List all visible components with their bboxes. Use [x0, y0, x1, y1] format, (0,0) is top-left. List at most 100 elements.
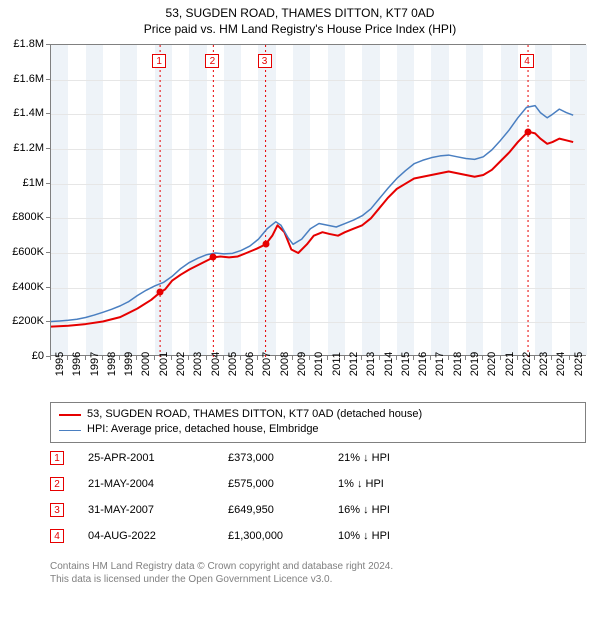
x-axis-label: 2012	[348, 352, 360, 376]
x-tick	[482, 356, 483, 360]
transaction-delta: 10% ↓ HPI	[338, 530, 458, 542]
chart-title-line1: 53, SUGDEN ROAD, THAMES DITTON, KT7 0AD	[0, 0, 600, 22]
x-axis-label: 2017	[434, 352, 446, 376]
transaction-marker: 4	[50, 529, 64, 543]
y-axis-label: £0	[0, 350, 44, 362]
y-tick	[46, 321, 50, 322]
series-price_paid	[51, 132, 573, 327]
x-tick	[551, 356, 552, 360]
x-tick	[500, 356, 501, 360]
x-tick	[344, 356, 345, 360]
legend-swatch	[59, 414, 81, 416]
x-axis-label: 2016	[417, 352, 429, 376]
x-tick	[119, 356, 120, 360]
y-axis-label: £400K	[0, 281, 44, 293]
x-axis-label: 2011	[331, 352, 343, 376]
chart-title-line2: Price paid vs. HM Land Registry's House …	[0, 22, 600, 38]
sale-dot	[210, 254, 217, 261]
transaction-row: 1 25-APR-2001£373,00021% ↓ HPI	[50, 448, 458, 468]
y-tick	[46, 148, 50, 149]
x-axis-label: 2025	[573, 352, 585, 376]
x-tick	[292, 356, 293, 360]
chart-marker: 4	[520, 54, 534, 68]
transaction-price: £1,300,000	[228, 530, 338, 542]
y-tick	[46, 79, 50, 80]
x-tick	[361, 356, 362, 360]
x-axis-label: 2008	[279, 352, 291, 376]
x-axis-label: 2001	[158, 352, 170, 376]
y-axis-label: £1.4M	[0, 107, 44, 119]
x-axis-label: 2013	[365, 352, 377, 376]
transaction-date: 21-MAY-2004	[88, 478, 228, 490]
chart-marker: 1	[152, 54, 166, 68]
legend-label: 53, SUGDEN ROAD, THAMES DITTON, KT7 0AD …	[87, 407, 422, 422]
x-axis-label: 2003	[192, 352, 204, 376]
x-axis-label: 2000	[140, 352, 152, 376]
chart-marker: 2	[205, 54, 219, 68]
x-axis-label: 2004	[210, 352, 222, 376]
y-axis-label: £800K	[0, 211, 44, 223]
sale-dot	[262, 241, 269, 248]
x-tick	[257, 356, 258, 360]
x-tick	[327, 356, 328, 360]
transaction-date: 31-MAY-2007	[88, 504, 228, 516]
x-tick	[136, 356, 137, 360]
x-tick	[102, 356, 103, 360]
x-axis-label: 2024	[555, 352, 567, 376]
transactions-table: 1 25-APR-2001£373,00021% ↓ HPI 2 21-MAY-200…	[50, 448, 458, 552]
y-tick	[46, 113, 50, 114]
x-axis-label: 2002	[175, 352, 187, 376]
legend: 53, SUGDEN ROAD, THAMES DITTON, KT7 0AD …	[50, 402, 586, 443]
x-axis-label: 2010	[313, 352, 325, 376]
transaction-row: 3 31-MAY-2007£649,95016% ↓ HPI	[50, 500, 458, 520]
x-axis-label: 2023	[538, 352, 550, 376]
x-axis-label: 2006	[244, 352, 256, 376]
transaction-date: 25-APR-2001	[88, 452, 228, 464]
x-tick	[379, 356, 380, 360]
transaction-price: £649,950	[228, 504, 338, 516]
chart-marker: 3	[258, 54, 272, 68]
y-axis-label: £1.6M	[0, 73, 44, 85]
y-axis-label: £200K	[0, 315, 44, 327]
transaction-marker: 3	[50, 503, 64, 517]
x-axis-label: 2021	[504, 352, 516, 376]
transaction-delta: 16% ↓ HPI	[338, 504, 458, 516]
transaction-delta: 1% ↓ HPI	[338, 478, 458, 490]
x-axis-label: 2019	[469, 352, 481, 376]
x-tick	[67, 356, 68, 360]
transaction-date: 04-AUG-2022	[88, 530, 228, 542]
x-tick	[188, 356, 189, 360]
chart-svg	[51, 45, 587, 357]
x-axis-label: 1997	[89, 352, 101, 376]
x-tick	[430, 356, 431, 360]
y-axis-label: £1.2M	[0, 142, 44, 154]
x-axis-label: 2022	[521, 352, 533, 376]
x-axis-label: 1998	[106, 352, 118, 376]
y-axis-label: £600K	[0, 246, 44, 258]
x-axis-label: 1996	[71, 352, 83, 376]
transaction-marker: 2	[50, 477, 64, 491]
x-tick	[396, 356, 397, 360]
transaction-price: £373,000	[228, 452, 338, 464]
x-axis-label: 2020	[486, 352, 498, 376]
sale-dot	[525, 128, 532, 135]
chart-container: { "title_line1": "53, SUGDEN ROAD, THAME…	[0, 0, 600, 620]
legend-swatch	[59, 430, 81, 431]
x-tick	[465, 356, 466, 360]
x-axis-label: 2005	[227, 352, 239, 376]
sale-dot	[157, 289, 164, 296]
transaction-marker: 1	[50, 451, 64, 465]
x-axis-label: 2009	[296, 352, 308, 376]
attribution-line2: This data is licensed under the Open Gov…	[50, 573, 393, 586]
x-tick	[569, 356, 570, 360]
x-axis-label: 1999	[123, 352, 135, 376]
x-axis-label: 2015	[400, 352, 412, 376]
x-tick	[448, 356, 449, 360]
x-tick	[534, 356, 535, 360]
x-tick	[85, 356, 86, 360]
y-tick	[46, 217, 50, 218]
chart-plot-area	[50, 44, 586, 356]
x-axis-label: 1995	[54, 352, 66, 376]
x-tick	[309, 356, 310, 360]
transaction-delta: 21% ↓ HPI	[338, 452, 458, 464]
